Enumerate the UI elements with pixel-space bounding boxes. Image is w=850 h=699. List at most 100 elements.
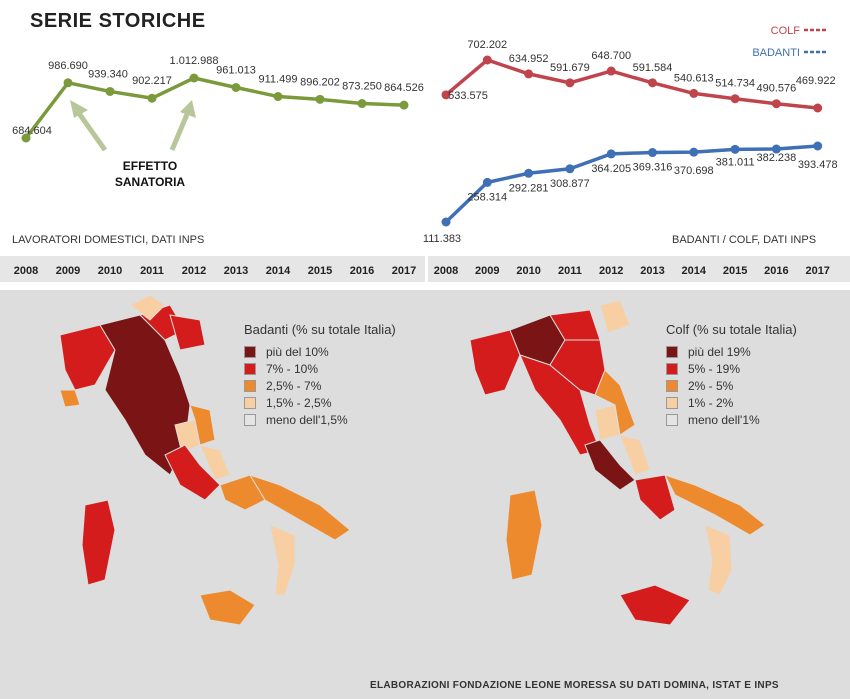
time-series-panel: SERIE STORICHE 2008 2009 2010 2011 2012 2013 2… — [0, 0, 850, 290]
data-point — [399, 100, 409, 110]
data-label: 591.679 — [550, 62, 590, 74]
data-label: 533.575 — [448, 90, 488, 102]
map-region — [81, 499, 116, 586]
legend-swatch — [666, 362, 678, 375]
x-tick-label: 2012 — [599, 265, 623, 277]
data-label: 864.526 — [384, 82, 424, 94]
right-chart-footer: BADANTI / COLF, DATI INPS — [672, 234, 817, 246]
data-point — [648, 148, 657, 158]
data-label: 364.205 — [591, 163, 631, 175]
legend-swatch — [666, 396, 678, 409]
map-region — [505, 489, 543, 581]
legend-label: 5% - 19% — [688, 361, 741, 376]
legend-label: meno dell'1% — [688, 412, 760, 427]
map-region — [199, 589, 256, 626]
data-point — [189, 73, 199, 83]
data-label: 1.012.988 — [170, 55, 219, 67]
map-region — [599, 299, 631, 334]
legend-swatch — [244, 413, 256, 426]
data-point — [524, 69, 534, 79]
legend-swatch — [244, 362, 256, 375]
x-tick-label: 2009 — [475, 265, 499, 277]
italy-map-colf — [469, 299, 766, 626]
x-tick-label: 2010 — [98, 265, 122, 277]
data-label: 514.734 — [715, 78, 755, 90]
x-tick-label: 2013 — [640, 265, 664, 277]
legend-item: 1% - 2% — [666, 394, 797, 411]
data-point — [231, 82, 241, 92]
legend-item: 7% - 10% — [244, 360, 396, 377]
map-region — [619, 584, 691, 626]
x-tick-label: 2017 — [805, 265, 829, 277]
data-label: 684.604 — [12, 125, 52, 137]
data-point — [21, 133, 31, 143]
line-charts: 2008 2009 2010 2011 2012 2013 2014 2015 2016 2017… — [0, 25, 850, 282]
data-point — [482, 177, 492, 187]
left-chart-footer: LAVORATORI DOMESTICI, DATI INPS — [12, 234, 205, 246]
legend-label: 2% - 5% — [688, 378, 734, 393]
map-region — [59, 389, 81, 408]
data-label: 292.281 — [509, 182, 549, 194]
data-point — [357, 99, 367, 109]
x-tick-label: 2010 — [516, 265, 540, 277]
legend-title: Colf (% su totale Italia) — [666, 322, 797, 337]
data-label: 308.877 — [550, 178, 590, 190]
legend-label: meno dell'1,5% — [266, 412, 348, 427]
legend-swatch — [244, 345, 256, 358]
legend-item: 2% - 5% — [666, 377, 797, 394]
data-point — [606, 66, 616, 76]
data-label: 111.383 — [423, 233, 461, 245]
data-label: 648.700 — [591, 50, 631, 62]
data-point — [63, 78, 73, 88]
maps-panel: Badanti (% su totale Italia) più del 10%… — [0, 290, 850, 699]
legend-item: 2,5% - 7% — [244, 377, 396, 394]
data-label: 961.013 — [216, 64, 256, 76]
map-legend-colf: Colf (% su totale Italia) più del 19% 5%… — [666, 322, 797, 428]
x-tick-label: 2008 — [14, 265, 38, 277]
x-tick-label: 2014 — [266, 265, 291, 277]
map-region — [469, 329, 521, 396]
legend-label-colf: COLF — [771, 25, 801, 37]
map-region — [129, 295, 166, 321]
data-label: 911.499 — [259, 74, 298, 86]
data-label: 469.922 — [796, 75, 836, 87]
x-tick-label: 2013 — [224, 265, 248, 277]
map-region — [248, 474, 351, 541]
legend-swatch — [244, 379, 256, 392]
legend-label: più del 10% — [266, 344, 329, 359]
data-point — [648, 78, 657, 88]
annotation-arrowhead — [70, 100, 88, 118]
data-label: 381.011 — [716, 156, 755, 168]
data-point — [565, 164, 575, 174]
data-label: 939.340 — [88, 68, 128, 80]
legend-item: meno dell'1% — [666, 411, 797, 428]
annotation-arrowhead — [180, 100, 196, 118]
x-tick-label: 2014 — [682, 265, 707, 277]
data-point — [771, 99, 781, 109]
annotation-text: EFFETTO — [123, 159, 177, 173]
legend-swatch — [666, 413, 678, 426]
data-label: 986.690 — [48, 60, 88, 72]
data-point — [813, 103, 823, 113]
map-region — [664, 474, 766, 536]
annotation-text: SANATORIA — [115, 175, 186, 189]
data-point — [565, 78, 575, 88]
data-point — [273, 92, 283, 102]
map-region — [634, 474, 676, 521]
legend-title: Badanti (% su totale Italia) — [244, 322, 396, 337]
data-point — [730, 94, 740, 104]
data-label: 382.238 — [757, 152, 797, 164]
data-point — [147, 93, 157, 103]
legend-label: 1,5% - 2,5% — [266, 395, 332, 410]
data-point — [315, 94, 325, 104]
x-tick-label: 2008 — [434, 265, 458, 277]
data-label: 490.576 — [757, 83, 797, 95]
page-title: SERIE STORICHE — [30, 10, 206, 32]
annotation-arrow — [169, 111, 191, 151]
data-point — [689, 88, 699, 98]
data-point — [689, 147, 699, 157]
x-tick-label: 2017 — [392, 265, 416, 277]
legend-item: più del 10% — [244, 343, 396, 360]
x-tick-label: 2011 — [558, 265, 582, 277]
map-legend-badanti: Badanti (% su totale Italia) più del 10%… — [244, 322, 396, 428]
